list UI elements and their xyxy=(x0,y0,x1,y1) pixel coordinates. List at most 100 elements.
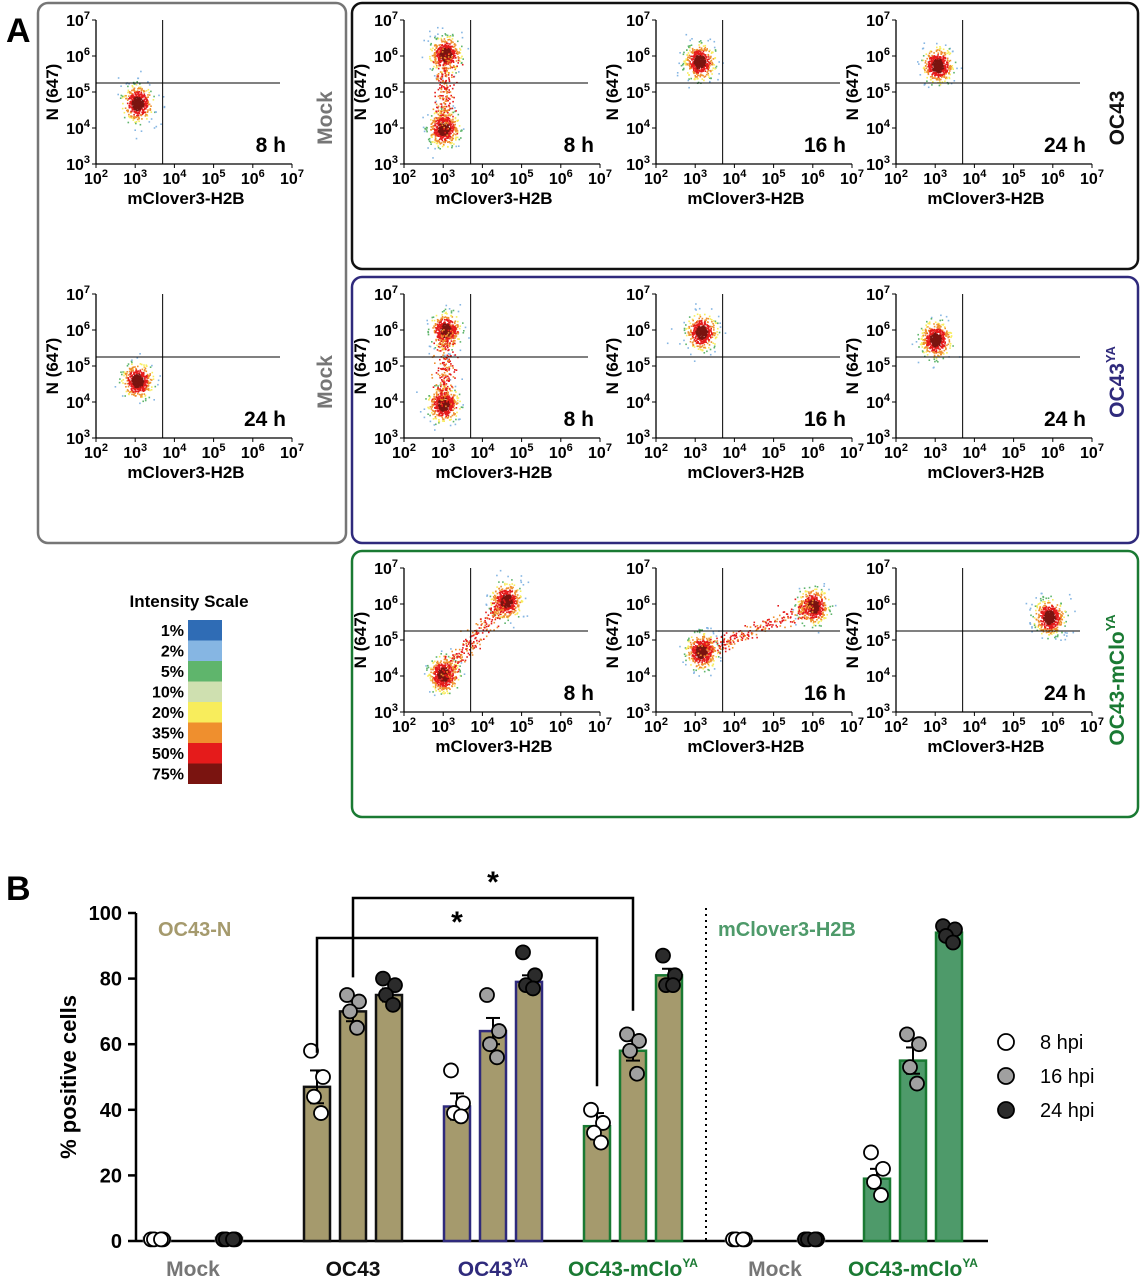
flow-plot: 102 103 104 105 106 107103104105106107mClover… xyxy=(43,10,304,208)
flow-y-axis-label: N (647) xyxy=(843,612,862,669)
bar-y-tick-label: 80 xyxy=(100,969,122,991)
group-label: OC43-mCloYA xyxy=(848,1256,978,1280)
x-tick-label: 106 xyxy=(1041,716,1065,736)
flow-plot-events xyxy=(421,26,470,159)
time-label: 24 h xyxy=(1044,134,1086,157)
data-point xyxy=(655,947,671,964)
y-tick-label: 105 xyxy=(626,630,650,650)
x-tick-label: 105 xyxy=(1002,168,1026,188)
x-tick-label: 107 xyxy=(588,442,612,462)
flow-plot: 102 103 104 105 106 107103104105106107mClover… xyxy=(843,558,1104,756)
data-point xyxy=(453,1108,469,1125)
group-label: OC43 xyxy=(326,1258,381,1280)
data-point xyxy=(153,1231,169,1248)
y-tick-label: 103 xyxy=(374,154,398,174)
series-legend-label: 16 hpi xyxy=(1040,1066,1095,1088)
x-tick-label: 102 xyxy=(644,716,668,736)
y-tick-label: 103 xyxy=(866,154,890,174)
data-point xyxy=(902,1059,918,1076)
group-label-oc43-mclo: OC43-mCloYA xyxy=(1103,614,1129,746)
x-tick-label: 104 xyxy=(722,442,747,462)
x-tick-label: 102 xyxy=(644,442,668,462)
y-tick-label: 104 xyxy=(66,392,91,412)
flow-y-axis-label: N (647) xyxy=(351,338,370,395)
legend-label: 75% xyxy=(152,767,184,784)
x-tick-label: 102 xyxy=(884,168,908,188)
y-tick-label: 103 xyxy=(374,428,398,448)
flow-plot-events xyxy=(911,314,961,369)
x-tick-label: 102 xyxy=(392,168,416,188)
y-tick-label: 105 xyxy=(66,356,90,376)
y-tick-label: 105 xyxy=(626,356,650,376)
panel-label-b: B xyxy=(6,870,31,908)
x-tick-label: 104 xyxy=(470,716,495,736)
data-point xyxy=(225,1231,241,1248)
y-tick-label: 103 xyxy=(626,154,650,174)
flow-plot-events xyxy=(917,42,963,89)
legend-swatch xyxy=(188,702,222,723)
y-tick-label: 106 xyxy=(374,46,398,66)
oc43-mclo-group-frame xyxy=(350,549,1140,819)
data-point xyxy=(491,1023,507,1039)
data-point xyxy=(351,993,367,1010)
data-point xyxy=(515,944,531,961)
legend-label: 10% xyxy=(152,685,184,702)
flow-x-axis-label: mClover3-H2B xyxy=(927,189,1044,208)
x-tick-label: 103 xyxy=(923,716,947,736)
legend-swatch xyxy=(188,640,222,661)
x-tick-label: 106 xyxy=(549,442,573,462)
flow-x-axis-label: mClover3-H2B xyxy=(435,463,552,482)
x-tick-label: 104 xyxy=(470,168,495,188)
svg-text:OC43YA: OC43YA xyxy=(1103,346,1129,418)
bar-group: Mock xyxy=(142,1231,244,1280)
time-label: 16 h xyxy=(804,134,846,157)
bar xyxy=(654,974,684,1243)
x-tick-label: 103 xyxy=(683,442,707,462)
x-tick-label: 106 xyxy=(801,442,825,462)
legend-label: 1% xyxy=(161,623,184,640)
x-tick-label: 105 xyxy=(762,716,786,736)
flow-plot-events xyxy=(416,304,470,431)
legend-label: 20% xyxy=(152,705,184,722)
svg-text:OC43-mCloYA: OC43-mCloYA xyxy=(1103,614,1129,746)
y-tick-label: 104 xyxy=(374,118,399,138)
time-label: 16 h xyxy=(804,408,846,431)
legend-label: 5% xyxy=(161,664,184,681)
group-label-oc43ya: OC43YA xyxy=(1103,346,1129,418)
data-point xyxy=(595,1115,611,1131)
flow-y-axis-label: N (647) xyxy=(843,64,862,121)
legend-label: 2% xyxy=(161,644,184,661)
flow-plot: 102 103 104 105 106 107103104105106107mClover… xyxy=(843,284,1104,482)
y-tick-label: 106 xyxy=(866,594,890,614)
x-tick-label: 107 xyxy=(1080,168,1104,188)
flow-plot-events xyxy=(114,353,161,405)
x-tick-label: 107 xyxy=(840,716,864,736)
bracket-line xyxy=(315,936,599,1087)
x-tick-label: 106 xyxy=(801,168,825,188)
bar-y-axis-label: % positive cells xyxy=(56,995,81,1159)
flow-plot-events xyxy=(679,583,837,677)
x-tick-label: 104 xyxy=(722,168,747,188)
svg-text:Mock: Mock xyxy=(314,91,337,145)
series-legend-marker xyxy=(997,1101,1015,1119)
x-tick-label: 103 xyxy=(923,442,947,462)
data-point xyxy=(443,1062,459,1079)
group-label: OC43-mCloYA xyxy=(568,1256,698,1280)
flow-x-axis-label: mClover3-H2B xyxy=(687,463,804,482)
data-point xyxy=(583,1101,599,1118)
x-tick-label: 104 xyxy=(962,716,987,736)
svg-text:OC43: OC43 xyxy=(1106,91,1129,146)
time-label: 24 h xyxy=(1044,408,1086,431)
x-tick-label: 105 xyxy=(202,168,226,188)
y-tick-label: 104 xyxy=(866,392,891,412)
legend-label: 35% xyxy=(152,726,184,743)
y-tick-label: 105 xyxy=(866,356,890,376)
x-tick-label: 103 xyxy=(123,442,147,462)
bar xyxy=(478,1029,508,1243)
x-tick-label: 103 xyxy=(431,168,455,188)
significance-bracket: * xyxy=(351,866,635,1011)
y-tick-label: 105 xyxy=(374,356,398,376)
x-tick-label: 106 xyxy=(1041,168,1065,188)
data-point xyxy=(387,977,403,994)
x-tick-label: 106 xyxy=(1041,442,1065,462)
